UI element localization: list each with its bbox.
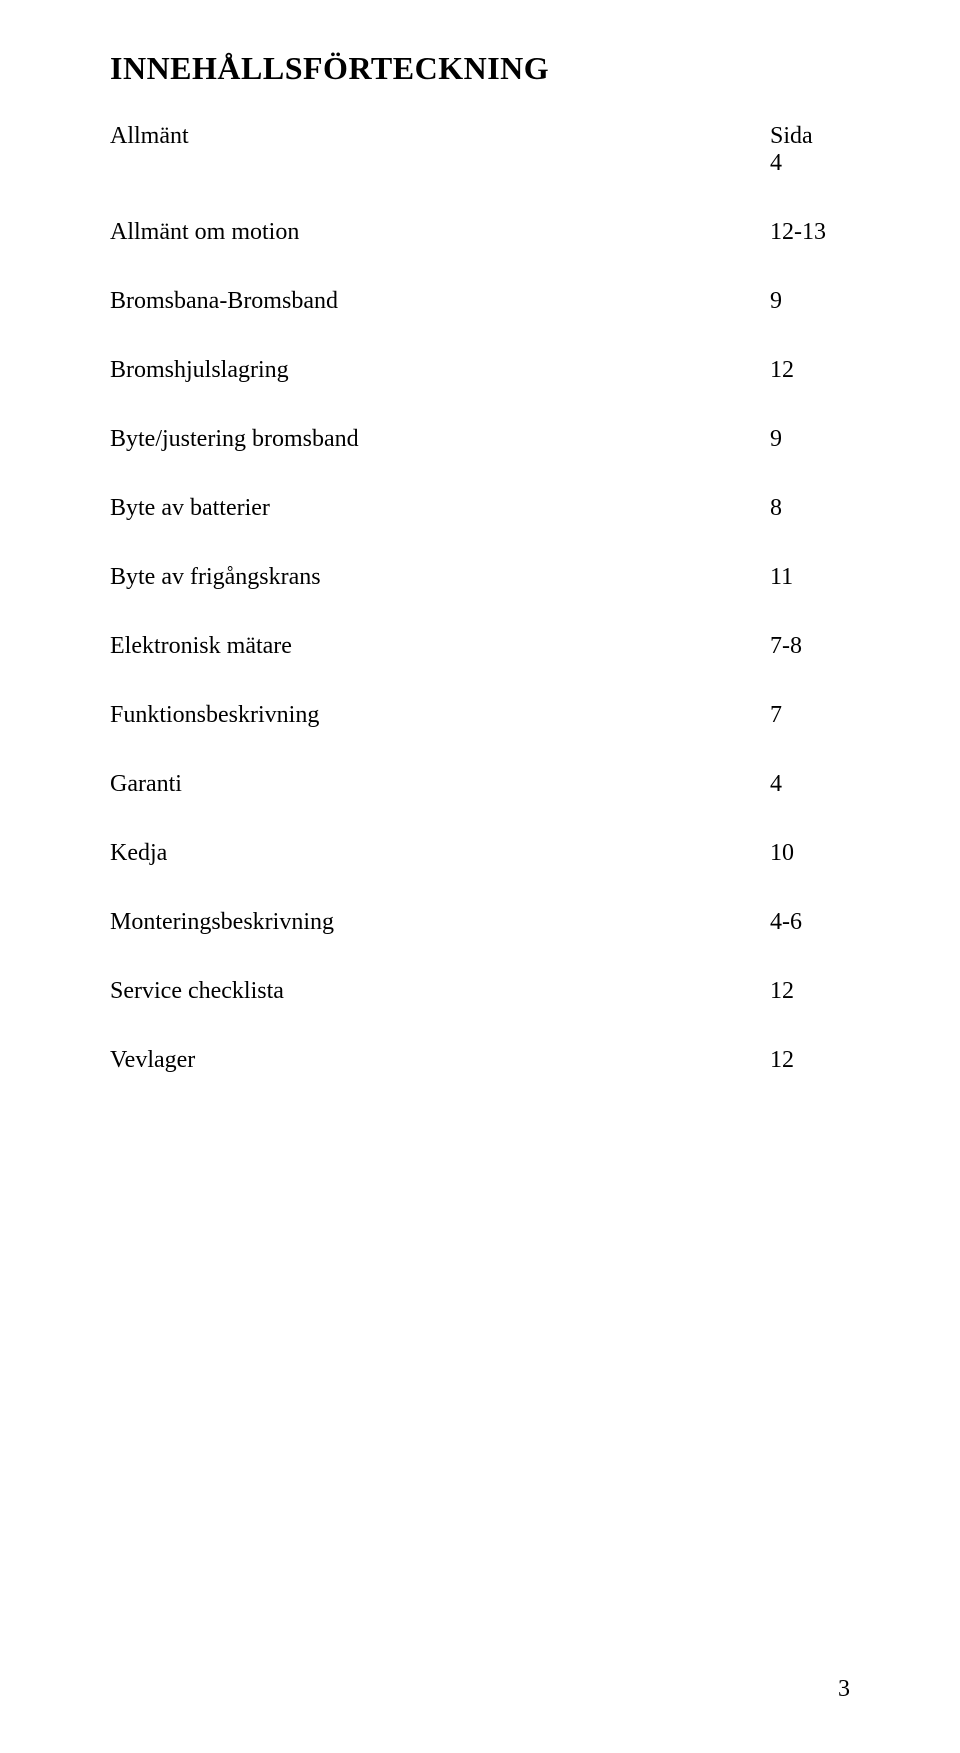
toc-row: Byte av frigångskrans 11 <box>110 564 850 591</box>
toc-entry-label: Bromshjulslagring <box>110 357 289 384</box>
toc-entry-page: 4 <box>770 150 782 176</box>
toc-entry-label: Byte av frigångskrans <box>110 564 321 591</box>
toc-row: Monteringsbeskrivning 4-6 <box>110 909 850 936</box>
toc-entry-label: Elektronisk mätare <box>110 633 292 660</box>
toc-row: Vevlager 12 <box>110 1047 850 1074</box>
toc-entry-page: 9 <box>770 426 850 453</box>
toc-row: Bromshjulslagring 12 <box>110 357 850 384</box>
toc-row: Service checklista 12 <box>110 978 850 1005</box>
toc-row: Elektronisk mätare 7-8 <box>110 633 850 660</box>
toc-header-row: Allmänt Sida 4 <box>110 123 850 177</box>
toc-row: Byte av batterier 8 <box>110 495 850 522</box>
toc-entry-label: Allmänt <box>110 123 189 150</box>
toc-entry-label: Kedja <box>110 840 167 867</box>
toc-entry-label: Garanti <box>110 771 182 798</box>
toc-row: Funktionsbeskrivning 7 <box>110 702 850 729</box>
toc-entry-label: Monteringsbeskrivning <box>110 909 334 936</box>
toc-entry-label: Allmänt om motion <box>110 219 299 246</box>
toc-entry-label: Byte/justering bromsband <box>110 426 359 453</box>
toc-entry-label: Funktionsbeskrivning <box>110 702 319 729</box>
toc-entry-page: 4 <box>770 771 850 798</box>
table-of-contents: Allmänt Sida 4 Allmänt om motion 12-13 B… <box>110 123 850 1074</box>
toc-row: Allmänt om motion 12-13 <box>110 219 850 246</box>
toc-entry-label: Bromsbana-Bromsband <box>110 288 338 315</box>
toc-entry-page: 12 <box>770 1047 850 1074</box>
toc-entry-page: 10 <box>770 840 850 867</box>
toc-entry-page: 11 <box>770 564 850 591</box>
toc-entry-page: 8 <box>770 495 850 522</box>
toc-row: Byte/justering bromsband 9 <box>110 426 850 453</box>
toc-row: Kedja 10 <box>110 840 850 867</box>
toc-entry-label: Vevlager <box>110 1047 195 1074</box>
toc-row: Bromsbana-Bromsband 9 <box>110 288 850 315</box>
toc-entry-page: 4-6 <box>770 909 850 936</box>
toc-entry-page: 12 <box>770 978 850 1005</box>
page-number: 3 <box>838 1676 850 1703</box>
toc-entry-page: 7 <box>770 702 850 729</box>
toc-entry-label: Service checklista <box>110 978 284 1005</box>
toc-entry-page: 12 <box>770 357 850 384</box>
page-column-header: Sida <box>770 123 813 149</box>
toc-entry-page: 9 <box>770 288 850 315</box>
toc-entry-label: Byte av batterier <box>110 495 270 522</box>
toc-entry-page: 7-8 <box>770 633 850 660</box>
toc-page-column: Sida 4 <box>770 123 850 177</box>
toc-entry-page: 12-13 <box>770 219 850 246</box>
toc-row: Garanti 4 <box>110 771 850 798</box>
page-title: INNEHÅLLSFÖRTECKNING <box>110 50 850 87</box>
